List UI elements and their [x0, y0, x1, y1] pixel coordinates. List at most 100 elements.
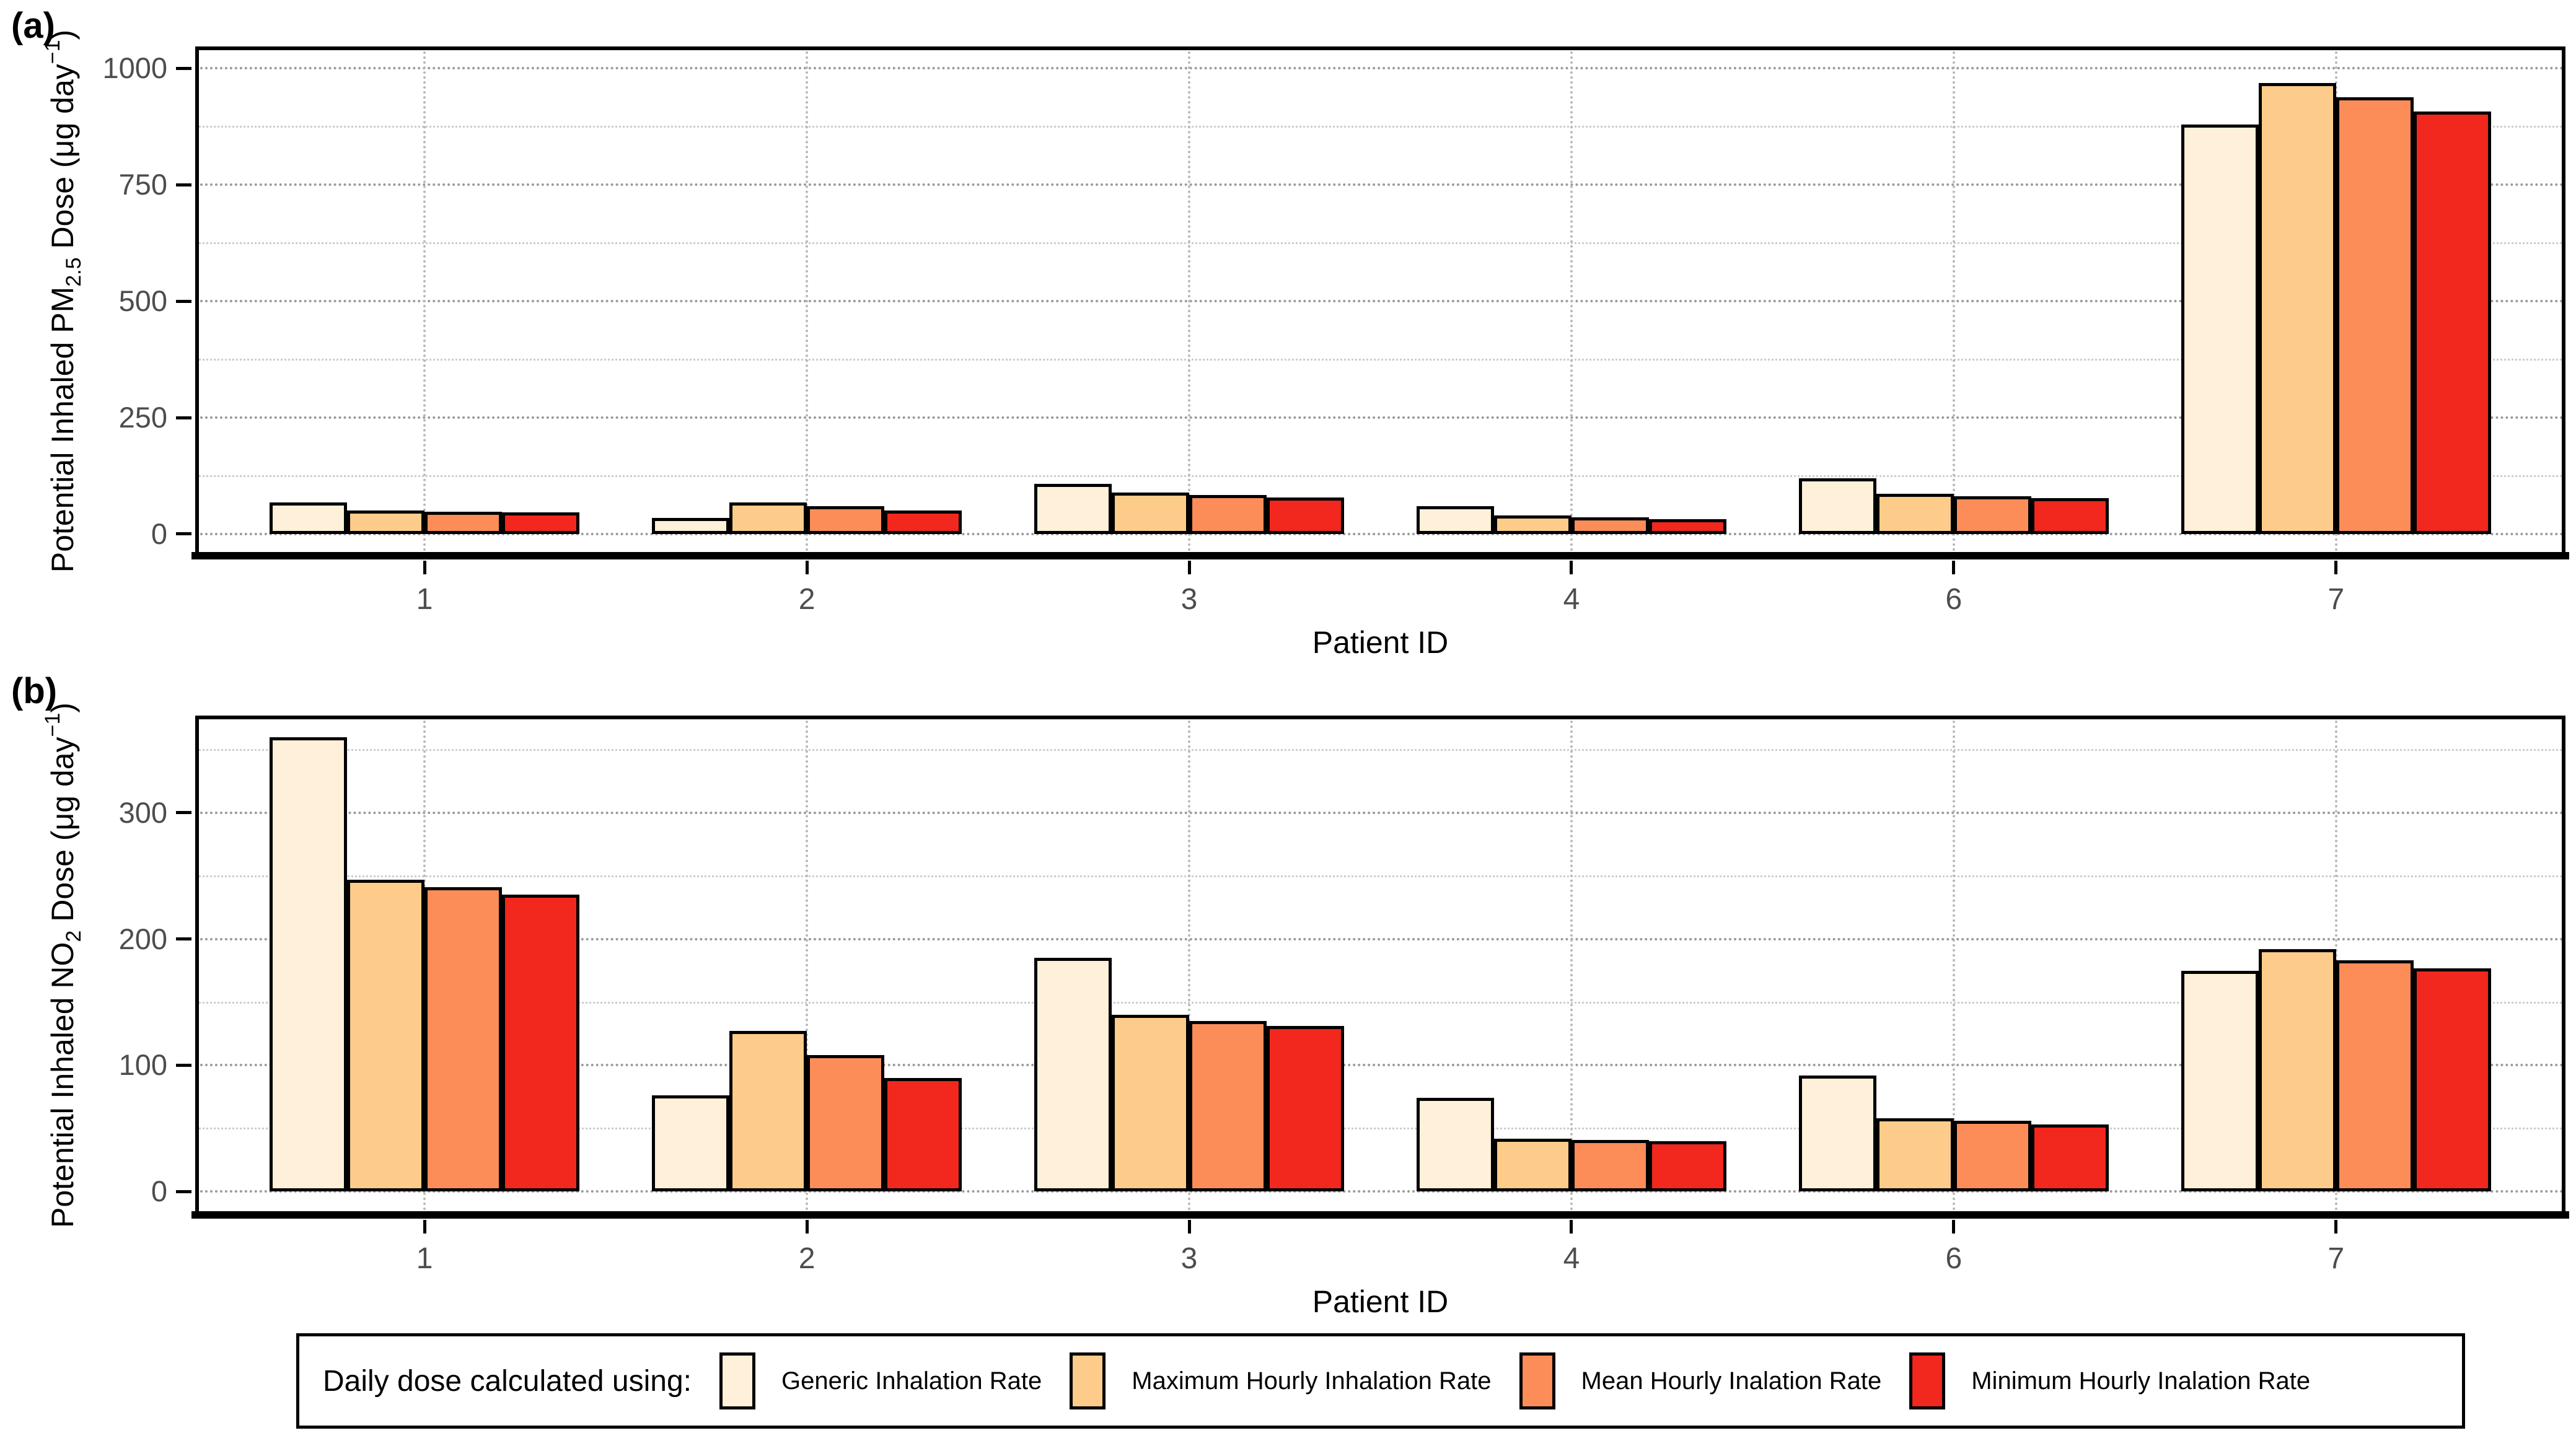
bar-patient3-series2 — [1112, 493, 1190, 534]
bar-patient7-series2 — [2258, 949, 2336, 1192]
x-tick-label: 6 — [1945, 583, 1963, 616]
y-tick — [176, 183, 191, 186]
bar-patient1-series4 — [502, 895, 579, 1192]
bar-patient1-series1 — [270, 737, 348, 1192]
x-tick-label: 6 — [1945, 1242, 1963, 1275]
y-tick-label: 300 — [118, 795, 167, 829]
y-tick — [176, 811, 191, 815]
y-tick — [176, 532, 191, 536]
bar-patient6-series1 — [1799, 478, 1876, 534]
y-tick-label: 750 — [118, 168, 167, 201]
y-tick — [176, 416, 191, 419]
minor-gridline — [195, 749, 2565, 752]
bar-patient4-series4 — [1648, 519, 1726, 534]
y-tick-label: 200 — [118, 922, 167, 955]
x-tick — [1952, 561, 1956, 574]
panel-a-x-axis-title: Patient ID — [1312, 625, 1449, 660]
legend-swatch — [1070, 1352, 1106, 1409]
minor-gridline — [195, 126, 2565, 128]
minor-gridline — [195, 1128, 2565, 1130]
bar-patient4-series1 — [1417, 1098, 1495, 1192]
minor-gridline — [195, 875, 2565, 877]
bar-patient4-series2 — [1494, 515, 1572, 534]
panel-b-plot-area: 0 100 200 300 1 2 3 4 6 7 — [119, 716, 2569, 1275]
x-axis-line — [191, 552, 2569, 559]
vertical-gridline — [1952, 46, 1955, 556]
y-tick — [176, 1063, 191, 1067]
bar-patient7-series4 — [2413, 968, 2491, 1192]
bar-patient4-series1 — [1417, 506, 1495, 534]
x-tick-label: 4 — [1563, 1242, 1580, 1275]
bar-patient6-series4 — [2031, 498, 2109, 534]
bar-patient3-series3 — [1189, 1021, 1267, 1192]
bar-patient2-series2 — [729, 502, 807, 534]
bar-patient3-series1 — [1034, 958, 1112, 1192]
ylabel-a-post: ) — [45, 29, 80, 40]
bar-patient1-series4 — [502, 512, 579, 534]
x-tick — [1187, 561, 1191, 574]
y-tick — [176, 1190, 191, 1193]
vertical-gridline — [1570, 46, 1573, 556]
bar-patient2-series1 — [652, 1095, 730, 1192]
bar-patient6-series3 — [1953, 1121, 2031, 1192]
legend-label: Maximum Hourly Inhalation Rate — [1132, 1367, 1492, 1395]
y-tick — [176, 66, 191, 70]
ylabel-b-post: ) — [45, 702, 80, 713]
panel-b-x-axis-title: Patient ID — [1312, 1284, 1449, 1319]
bar-patient3-series4 — [1266, 1026, 1344, 1192]
legend-item: Maximum Hourly Inhalation Rate — [1070, 1352, 1492, 1409]
x-tick — [1570, 1220, 1573, 1234]
x-tick — [2334, 561, 2338, 574]
panel-b-tag: (b) — [11, 671, 58, 711]
panel-b-y-axis-title: Potential Inhaled NO2 Dose (μg day−1) — [31, 532, 86, 1399]
bar-patient2-series4 — [884, 1077, 962, 1192]
y-tick-label: 250 — [118, 401, 167, 434]
legend-title: Daily dose calculated using: — [323, 1364, 692, 1398]
bar-patient6-series4 — [2031, 1124, 2109, 1192]
x-tick-label: 3 — [1180, 583, 1198, 616]
y-tick — [176, 299, 191, 303]
vertical-gridline — [1952, 716, 1955, 1216]
bar-patient4-series3 — [1571, 1139, 1649, 1192]
major-gridline — [195, 67, 2565, 70]
bar-patient7-series1 — [2181, 970, 2259, 1192]
major-gridline — [195, 300, 2565, 303]
bar-patient1-series3 — [424, 887, 503, 1192]
x-tick-label: 2 — [798, 1242, 815, 1275]
bar-patient2-series3 — [807, 506, 885, 534]
minor-gridline — [195, 475, 2565, 477]
panel-a-tag: (a) — [11, 6, 55, 46]
x-tick-label: 7 — [2328, 583, 2345, 616]
bar-patient1-series2 — [347, 879, 425, 1192]
x-tick-label: 7 — [2328, 1242, 2345, 1275]
y-tick — [176, 937, 191, 941]
bar-patient7-series1 — [2181, 124, 2259, 534]
ylabel-b-mid: Dose (μg day — [45, 737, 80, 931]
x-tick — [805, 561, 809, 574]
bar-patient7-series3 — [2336, 97, 2414, 534]
legend-label: Generic Inhalation Rate — [781, 1367, 1042, 1395]
x-tick — [1952, 1220, 1956, 1234]
vertical-gridline — [1188, 46, 1191, 556]
bar-patient2-series3 — [807, 1055, 885, 1192]
bar-patient4-series3 — [1571, 517, 1649, 534]
minor-gridline — [195, 242, 2565, 245]
x-tick-label: 1 — [416, 583, 433, 616]
bar-patient3-series4 — [1266, 497, 1344, 534]
legend-item: Generic Inhalation Rate — [719, 1352, 1042, 1409]
bar-patient3-series3 — [1189, 494, 1267, 534]
bar-patient6-series2 — [1876, 494, 1954, 534]
major-gridline — [195, 811, 2565, 814]
ylabel-a-subscript: 2.5 — [62, 257, 86, 287]
bar-patient1-series1 — [270, 502, 348, 534]
major-gridline — [195, 937, 2565, 940]
bar-patient2-series4 — [884, 511, 962, 534]
y-tick-label: 0 — [151, 517, 167, 550]
bar-patient3-series2 — [1112, 1014, 1190, 1192]
bar-patient2-series1 — [652, 517, 730, 534]
bar-patient7-series2 — [2258, 83, 2336, 534]
bar-patient4-series2 — [1494, 1138, 1572, 1192]
legend-item: Mean Hourly Inalation Rate — [1519, 1352, 1881, 1409]
legend-swatch — [1519, 1352, 1555, 1409]
bar-patient6-series1 — [1799, 1075, 1876, 1192]
